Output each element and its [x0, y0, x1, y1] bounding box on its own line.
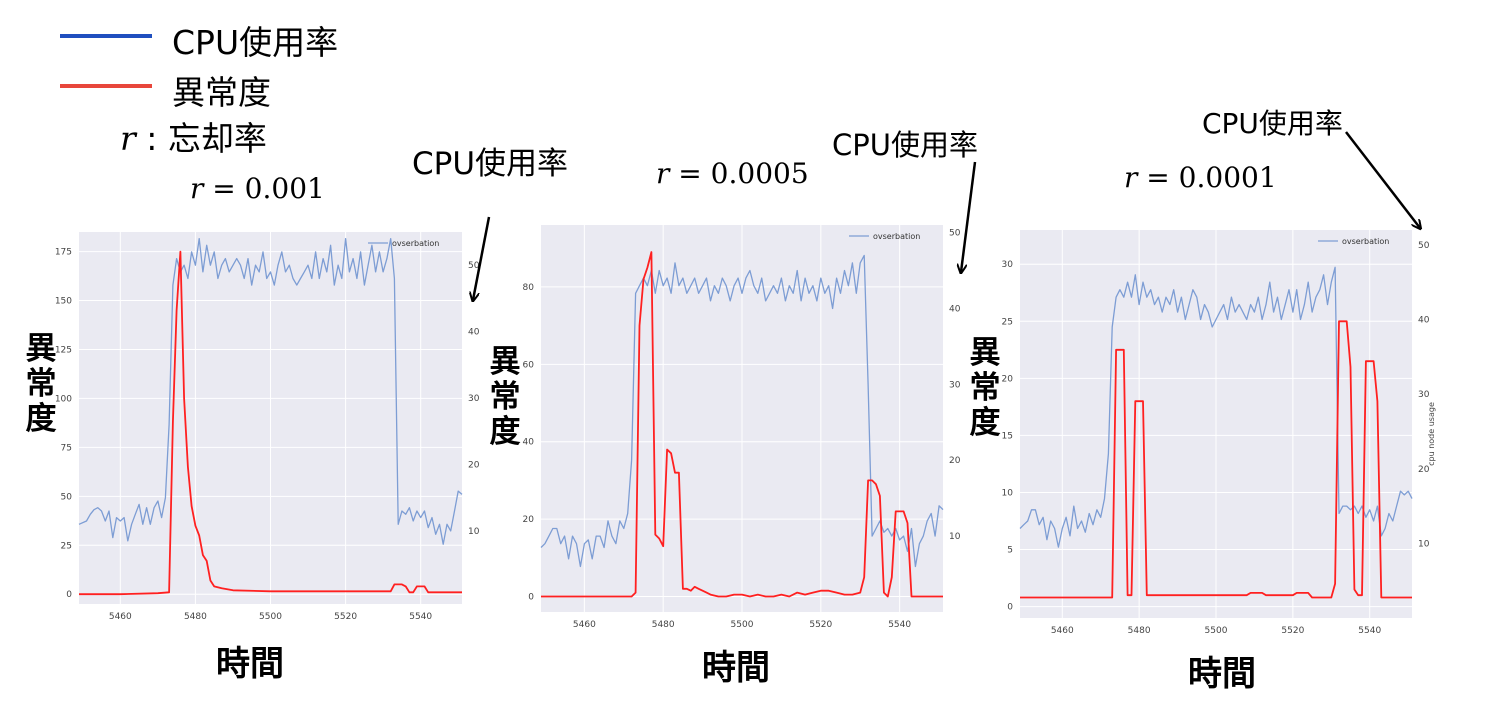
x-tick-label: 5460	[109, 612, 132, 622]
legend-label-anomaly: 異常度	[172, 73, 271, 112]
legend-swatch-cpu	[60, 34, 152, 38]
callout-cpu-chart-3: CPU使用率	[1202, 107, 1343, 140]
callout-arrow-3	[1345, 131, 1420, 228]
x-tick-label: 5540	[888, 620, 911, 630]
left-y-tick-label: 20	[523, 515, 535, 525]
left-y-tick-label: 15	[1002, 431, 1013, 441]
left-y-tick-label: 0	[66, 590, 72, 600]
left-y-tick-label: 30	[1002, 260, 1014, 270]
right-y-tick-label: 20	[1418, 465, 1430, 475]
r-label-chart-1: r = 0.001	[190, 172, 325, 205]
right-y-axis-label: cpu node usage	[1427, 402, 1436, 466]
callout-cpu-chart-2: CPU使用率	[832, 128, 978, 162]
x-tick-label: 5480	[1128, 626, 1151, 636]
x-tick-label: 5520	[334, 612, 357, 622]
r-label-chart-3: r = 0.0001	[1124, 161, 1277, 194]
right-y-tick-label: 30	[468, 394, 480, 404]
x-tick-label: 5480	[184, 612, 207, 622]
left-y-tick-label: 25	[1002, 317, 1013, 327]
left-y-tick-label: 80	[523, 283, 535, 293]
right-y-tick-label: 40	[949, 304, 961, 314]
anomaly-series-line	[79, 250, 462, 596]
right-y-tick-label: 30	[949, 380, 961, 390]
left-y-tick-label: 75	[61, 443, 72, 453]
x-tick-label: 5540	[409, 612, 432, 622]
x-tick-label: 5500	[731, 620, 754, 630]
left-y-tick-label: 50	[61, 492, 73, 502]
right-y-tick-label: 10	[949, 532, 961, 542]
left-y-tick-label: 150	[55, 297, 72, 307]
chart-legend-label: ovserbation	[873, 232, 920, 241]
observation-series-line	[1019, 266, 1413, 548]
left-y-tick-label: 20	[1002, 374, 1014, 384]
anomaly-series-line	[1020, 320, 1412, 599]
chart-legend-label: ovserbation	[392, 239, 439, 248]
x-tick-label: 5520	[1281, 626, 1304, 636]
right-y-tick-label: 20	[468, 461, 480, 471]
chart-legend-label: ovserbation	[1342, 237, 1389, 246]
right-y-tick-label: 50	[468, 261, 480, 271]
x-tick-label: 5460	[573, 620, 596, 630]
right-y-tick-label: 10	[468, 527, 480, 537]
right-y-tick-label: 40	[468, 328, 480, 338]
right-y-tick-label: 40	[1418, 316, 1430, 326]
r-variable: r	[120, 119, 136, 158]
right-y-tick-label: 30	[1418, 390, 1430, 400]
r-label-value: = 0.0001	[1146, 161, 1277, 194]
x-axis-label-chart-1: 時間	[216, 644, 284, 684]
forgetting-rate-note: r : 忘却率	[120, 112, 267, 160]
forgetting-rate-label: : 忘却率	[146, 119, 267, 158]
observation-series-line	[540, 254, 944, 568]
r-label-chart-2: r = 0.0005	[656, 157, 809, 190]
y-axis-label-chart-2: 異常度	[489, 344, 521, 450]
r-label-var: r	[656, 157, 670, 190]
callout-arrow-2	[961, 161, 977, 272]
r-label-var: r	[190, 172, 204, 205]
r-label-value: = 0.001	[212, 172, 325, 205]
left-y-tick-label: 25	[61, 541, 72, 551]
y-axis-label-chart-1: 異常度	[25, 331, 57, 437]
callout-arrow-1	[473, 216, 491, 300]
right-y-tick-label: 50	[1418, 241, 1430, 251]
left-y-tick-label: 0	[528, 593, 534, 603]
x-tick-label: 5500	[259, 612, 282, 622]
legend-swatch-anomaly	[60, 84, 152, 88]
right-y-tick-label: 50	[949, 229, 961, 239]
left-y-tick-label: 5	[1007, 546, 1013, 556]
right-y-tick-label: 10	[1418, 539, 1430, 549]
x-tick-label: 5500	[1205, 626, 1228, 636]
r-label-var: r	[1124, 161, 1138, 194]
x-tick-label: 5460	[1051, 626, 1074, 636]
left-y-tick-label: 175	[55, 248, 72, 258]
right-y-tick-label: 20	[949, 456, 961, 466]
x-tick-label: 5540	[1358, 626, 1381, 636]
anomaly-series-line	[541, 251, 943, 598]
x-tick-label: 5520	[809, 620, 832, 630]
left-y-tick-label: 100	[55, 394, 72, 404]
x-axis-label-chart-2: 時間	[702, 648, 770, 688]
x-tick-label: 5480	[652, 620, 675, 630]
callout-cpu-chart-1: CPU使用率	[412, 146, 569, 182]
r-label-value: = 0.0005	[678, 157, 809, 190]
left-y-tick-label: 125	[55, 345, 72, 355]
left-y-tick-label: 10	[1002, 488, 1014, 498]
left-y-tick-label: 0	[1007, 603, 1013, 613]
y-axis-label-chart-3: 異常度	[969, 335, 1001, 441]
observation-series-line	[78, 237, 463, 545]
left-y-tick-label: 60	[523, 360, 535, 370]
legend-label-cpu: CPU使用率	[172, 23, 339, 62]
left-y-tick-label: 40	[523, 438, 535, 448]
x-axis-label-chart-3: 時間	[1188, 654, 1256, 694]
